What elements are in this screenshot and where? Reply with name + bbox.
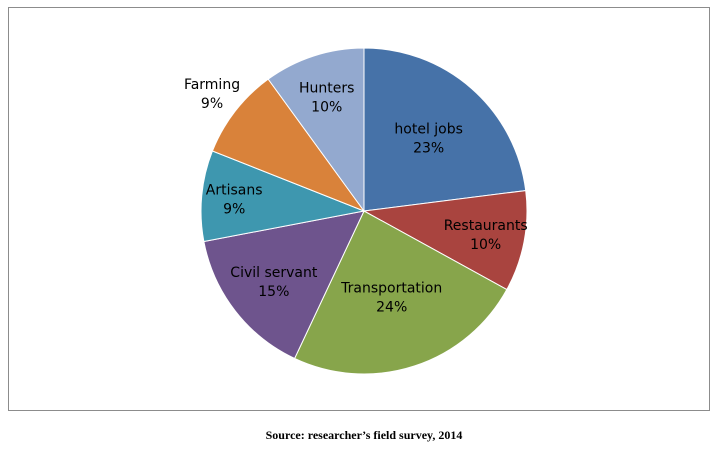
pie-chart: hotel jobs 23% Restaurants 10%Transportatio…	[184, 47, 528, 375]
slice-label-hotel-jobs: hotel jobs 23%	[394, 122, 463, 157]
pie-slice-hunters	[267, 47, 365, 213]
source-note: Source: researcher’s field survey, 2014	[265, 428, 463, 442]
slice-label-artisans: Artisans 9%	[206, 183, 263, 218]
pie-slice-civil-servant	[203, 210, 365, 360]
slice-label-restaurants: Restaurants 10%	[444, 218, 528, 253]
pie-slice-transportation	[293, 210, 508, 375]
pie-slice-farming	[211, 78, 366, 213]
slice-label-farming: Farming 9%	[184, 77, 240, 112]
pie-slice-hotel-jobs	[363, 47, 527, 212]
slice-label-civil-servant: Civil servant 15%	[230, 265, 318, 300]
pie-slice-artisans	[200, 150, 366, 243]
pie-slice-restaurants	[362, 190, 528, 291]
slice-label-hunters: Hunters 10%	[299, 80, 354, 115]
slice-label-transportation: Transportation 24%	[340, 280, 442, 315]
chart-frame: hotel jobs 23% Restaurants 10% Transportatio…	[8, 7, 710, 411]
